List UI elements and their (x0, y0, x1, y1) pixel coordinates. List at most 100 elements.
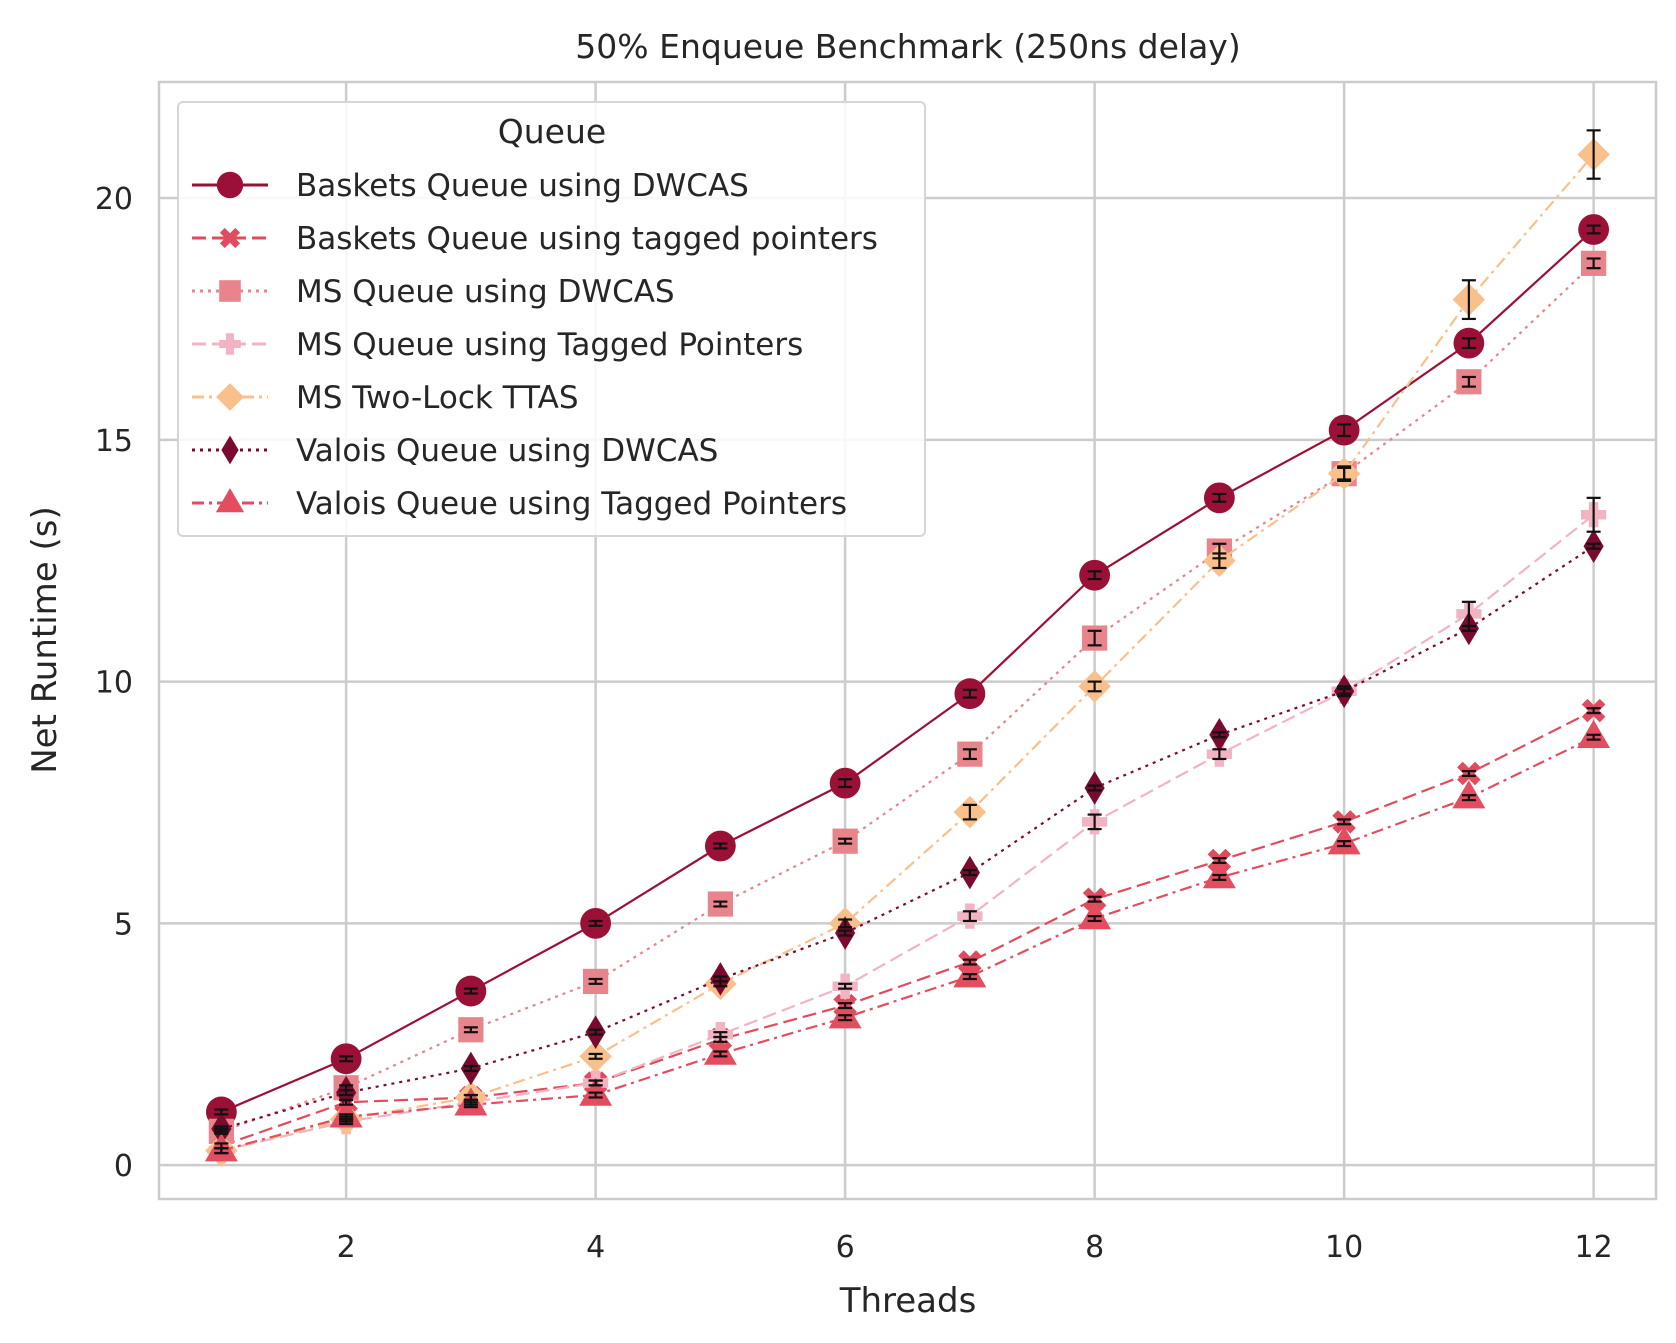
error-bar (1212, 731, 1227, 739)
error-bar (838, 918, 853, 929)
error-bar (1461, 624, 1476, 632)
x-tick-label: 12 (1575, 1230, 1613, 1265)
y-tick-label: 20 (95, 182, 133, 217)
y-tick-label: 15 (95, 424, 133, 459)
error-bar (1586, 496, 1601, 533)
series-line (221, 736, 1595, 1152)
error-bar (1087, 784, 1102, 792)
error-bar (838, 929, 853, 937)
x-axis-ticks: 2 4 6 8 10 12 (337, 1230, 1613, 1265)
marker-shape (216, 383, 244, 411)
x-axis-label: Threads (839, 1281, 977, 1321)
error-bar (962, 869, 977, 877)
error-bar (838, 778, 853, 789)
error-bar (713, 900, 728, 908)
legend-label: MS Queue using Tagged Pointers (296, 327, 803, 363)
marker-shape (215, 488, 245, 513)
error-bar (339, 1089, 354, 1097)
error-bar (1087, 680, 1102, 693)
error-bar (713, 1031, 728, 1039)
error-bar (588, 1079, 603, 1087)
error-bar (1337, 818, 1352, 826)
y-axis-label: Net Runtime (s) (25, 506, 65, 774)
error-bar (1586, 542, 1601, 550)
error-bar (1087, 915, 1102, 923)
series-line (221, 709, 1595, 1147)
error-bar (1586, 129, 1601, 180)
error-bar (713, 1050, 728, 1058)
error-bar (463, 987, 478, 995)
x-tick-label: 10 (1325, 1230, 1363, 1265)
error-bar (838, 837, 853, 845)
error-bar (1212, 748, 1227, 761)
error-bars-6 (214, 542, 1601, 1133)
error-bar (962, 688, 977, 699)
error-bar (1461, 279, 1476, 321)
legend-marker (216, 383, 244, 411)
error-bar (1337, 423, 1352, 438)
error-bar (339, 1113, 354, 1121)
error-bar (962, 958, 977, 966)
error-bar (1586, 707, 1601, 715)
marker-shape (219, 280, 241, 302)
error-bar (588, 1028, 603, 1036)
legend-entry: Valois Queue using DWCAS (192, 433, 718, 469)
plot-frame (157, 80, 1658, 1201)
error-bar (1586, 224, 1601, 235)
error-bar (1087, 629, 1102, 647)
error-bar (838, 1002, 853, 1010)
error-bar (214, 1125, 229, 1133)
series-1 (205, 214, 1610, 1128)
error-bar (713, 842, 728, 850)
error-bar (463, 1101, 478, 1109)
legend-items: Baskets Queue using DWCAS Baskets Queue u… (192, 168, 878, 522)
error-bar (1087, 570, 1102, 581)
x-tick-label: 4 (586, 1230, 605, 1265)
x-tick-label: 6 (836, 1230, 855, 1265)
legend-entry: Baskets Queue using DWCAS (192, 168, 749, 204)
marker-shape (221, 435, 239, 465)
y-tick-label: 0 (114, 1149, 133, 1184)
legend-entry: Baskets Queue using tagged pointers (192, 221, 878, 257)
error-bar (214, 1108, 229, 1116)
error-bar (1461, 375, 1476, 388)
x-tick-label: 8 (1085, 1230, 1104, 1265)
legend-title: Queue (498, 112, 606, 151)
error-bar (463, 1026, 478, 1034)
legend-entry: MS Queue using DWCAS (192, 274, 675, 310)
y-axis-ticks: 0 5 10 15 20 (95, 182, 133, 1184)
legend-marker (221, 435, 239, 465)
error-bars-3 (214, 257, 1601, 1135)
error-bar (1087, 895, 1102, 903)
error-bar (962, 803, 977, 821)
legend-marker (215, 488, 245, 513)
y-tick-label: 10 (95, 666, 133, 701)
legend-label: MS Two-Lock TTAS (296, 380, 579, 416)
series-layer (204, 129, 1611, 1167)
legend-marker (219, 227, 241, 249)
error-bar (1212, 552, 1227, 570)
error-bar (463, 1093, 478, 1101)
error-bar (1212, 856, 1227, 865)
legend-marker (219, 333, 241, 355)
error-bar (962, 748, 977, 761)
legend-box (177, 101, 926, 537)
marker-shape (216, 171, 244, 199)
x-tick-label: 2 (337, 1230, 356, 1265)
error-bar (463, 1064, 478, 1072)
y-tick-label: 5 (114, 907, 133, 942)
legend-label: MS Queue using DWCAS (296, 274, 675, 310)
error-bar (339, 1055, 354, 1063)
marker-shape (219, 333, 241, 355)
error-bar (1586, 257, 1601, 270)
error-bar (588, 1052, 603, 1060)
error-bar (838, 982, 853, 990)
marker-shape (219, 227, 241, 249)
series-line (221, 153, 1595, 1152)
legend-entry: MS Two-Lock TTAS (192, 380, 579, 416)
error-bar (1212, 873, 1227, 881)
error-bar (1337, 840, 1352, 848)
error-bar (1461, 337, 1476, 350)
